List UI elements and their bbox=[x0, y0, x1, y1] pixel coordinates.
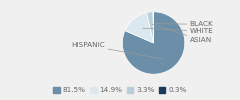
Wedge shape bbox=[122, 12, 185, 74]
Text: BLACK: BLACK bbox=[155, 21, 213, 27]
Legend: 81.5%, 14.9%, 3.3%, 0.3%: 81.5%, 14.9%, 3.3%, 0.3% bbox=[50, 84, 190, 96]
Wedge shape bbox=[125, 13, 154, 43]
Text: ASIAN: ASIAN bbox=[153, 24, 212, 43]
Text: HISPANIC: HISPANIC bbox=[72, 42, 163, 59]
Wedge shape bbox=[147, 12, 154, 43]
Text: WHITE: WHITE bbox=[143, 28, 213, 34]
Wedge shape bbox=[153, 12, 154, 43]
